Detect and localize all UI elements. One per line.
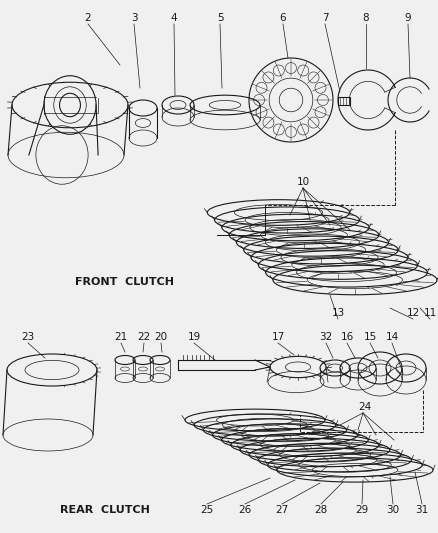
Text: 31: 31 <box>415 505 429 515</box>
Text: 16: 16 <box>340 332 353 342</box>
Bar <box>338 97 350 105</box>
Text: 15: 15 <box>364 332 377 342</box>
Text: 28: 28 <box>314 505 328 515</box>
Text: 12: 12 <box>406 308 420 318</box>
Text: 14: 14 <box>385 332 399 342</box>
Text: 20: 20 <box>155 332 168 342</box>
Text: 25: 25 <box>200 505 214 515</box>
Text: 9: 9 <box>405 13 411 23</box>
Text: 13: 13 <box>332 308 345 318</box>
Text: 17: 17 <box>272 332 285 342</box>
Text: FRONT  CLUTCH: FRONT CLUTCH <box>75 277 174 287</box>
Text: 8: 8 <box>363 13 369 23</box>
Text: 7: 7 <box>321 13 328 23</box>
Text: 23: 23 <box>21 332 35 342</box>
Text: 27: 27 <box>276 505 289 515</box>
Text: 6: 6 <box>280 13 286 23</box>
Text: 19: 19 <box>187 332 201 342</box>
Text: 10: 10 <box>297 177 310 187</box>
Text: 29: 29 <box>355 505 369 515</box>
Text: REAR  CLUTCH: REAR CLUTCH <box>60 505 150 515</box>
Text: 24: 24 <box>358 402 371 412</box>
Text: 2: 2 <box>85 13 91 23</box>
Text: 30: 30 <box>386 505 399 515</box>
Text: 21: 21 <box>114 332 127 342</box>
Text: 32: 32 <box>319 332 332 342</box>
Text: 11: 11 <box>424 308 437 318</box>
Text: 22: 22 <box>138 332 151 342</box>
Text: 26: 26 <box>238 505 251 515</box>
Text: 5: 5 <box>217 13 223 23</box>
Text: 3: 3 <box>131 13 137 23</box>
Text: 4: 4 <box>171 13 177 23</box>
